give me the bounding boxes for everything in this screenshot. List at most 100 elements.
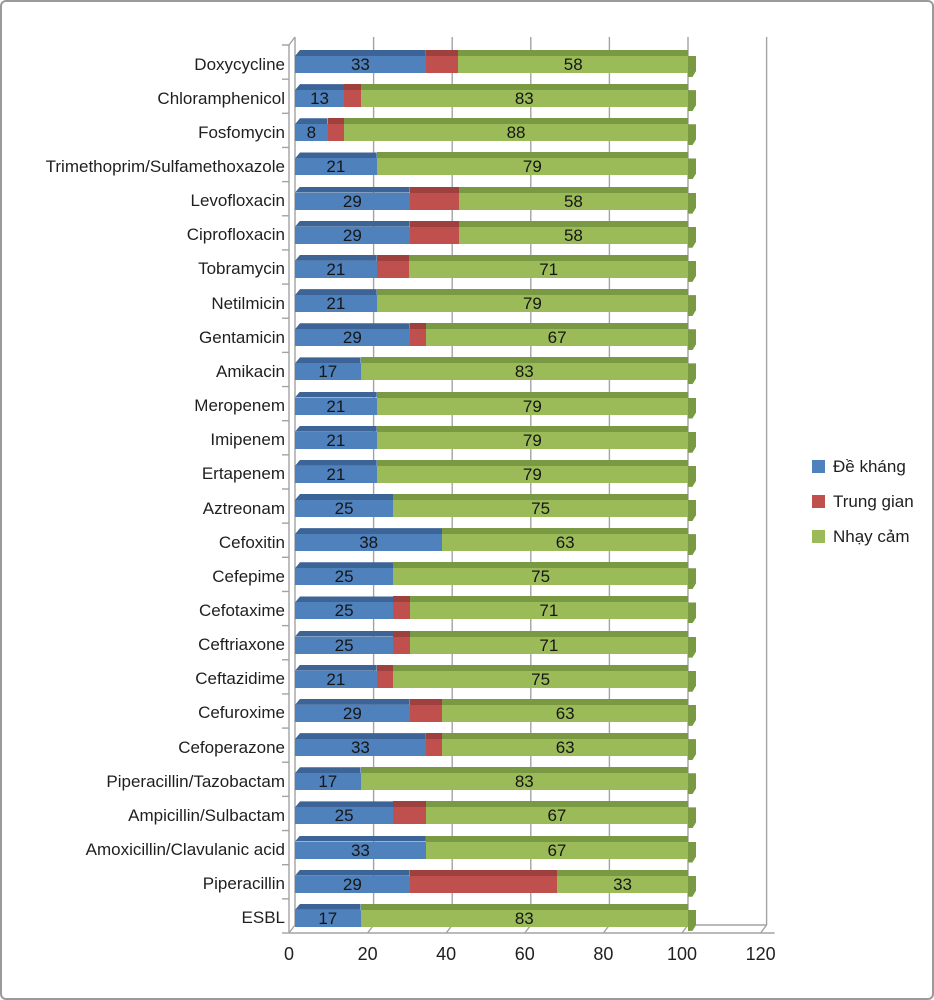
data-label: 17 bbox=[318, 908, 338, 928]
bar-segment-de-khang: 33 bbox=[295, 50, 426, 73]
data-label: 25 bbox=[334, 499, 354, 518]
bar-front-face bbox=[409, 602, 688, 620]
bar-top-face bbox=[295, 84, 345, 91]
bar-top-face bbox=[458, 186, 688, 193]
category-label: Tobramycin bbox=[198, 259, 285, 279]
legend-item-trung-gian: Trung gian bbox=[812, 484, 914, 519]
data-label: 63 bbox=[555, 533, 575, 553]
x-tick-label: 40 bbox=[436, 944, 457, 964]
data-label: 21 bbox=[326, 396, 346, 416]
data-label: 67 bbox=[547, 840, 567, 860]
bar-front-face bbox=[295, 397, 377, 415]
bar-segment-de-khang: 25 bbox=[295, 562, 394, 586]
data-label: 17 bbox=[318, 362, 338, 382]
category-label: Cefepime bbox=[212, 566, 285, 586]
bar-segment-de-khang: 33 bbox=[295, 835, 426, 859]
bar-top-face bbox=[295, 220, 410, 227]
bar-front-face bbox=[295, 124, 328, 142]
bar-front-face bbox=[376, 295, 688, 313]
bar-segment-trung-gian bbox=[344, 84, 361, 108]
bar-segment-nhay-cam: 79 bbox=[376, 152, 688, 176]
bar-top-face bbox=[376, 391, 688, 398]
bar-segment-nhay-cam: 79 bbox=[376, 459, 688, 484]
data-label: 67 bbox=[547, 328, 567, 348]
data-label: 79 bbox=[522, 464, 542, 484]
x-tick-label: 20 bbox=[357, 944, 378, 964]
bar-segment-trung-gian bbox=[425, 733, 443, 757]
data-label: 29 bbox=[342, 703, 362, 723]
bar-front-face bbox=[295, 875, 410, 893]
bar-end-cap bbox=[688, 465, 696, 487]
bar-segment-trung-gian bbox=[393, 630, 410, 654]
category-label: Amikacin bbox=[216, 361, 285, 381]
bar-segment-de-khang: 25 bbox=[295, 801, 394, 825]
data-label: 63 bbox=[555, 703, 575, 723]
bar-top-face bbox=[425, 50, 459, 56]
bar-front-face bbox=[295, 534, 443, 552]
bar-end-cap bbox=[688, 363, 696, 385]
x-tick-label: 80 bbox=[593, 944, 614, 964]
bar-end-cap bbox=[688, 602, 696, 624]
bar-front-face bbox=[295, 636, 394, 654]
data-label: 79 bbox=[522, 294, 542, 314]
bar-front-face bbox=[344, 90, 361, 108]
legend-label: Đề kháng bbox=[833, 456, 906, 476]
bar-end-cap bbox=[688, 807, 696, 829]
bar-top-face bbox=[409, 254, 688, 261]
category-label: Chloramphenicol bbox=[157, 88, 285, 108]
bar-end-cap bbox=[688, 124, 696, 146]
data-label: 71 bbox=[539, 259, 559, 279]
bar-segment-nhay-cam: 83 bbox=[360, 767, 688, 791]
bar-segment-de-khang: 21 bbox=[295, 254, 377, 278]
bar-front-face bbox=[376, 431, 688, 449]
bar-segment-trung-gian bbox=[376, 254, 410, 278]
bar-segment-nhay-cam: 67 bbox=[425, 801, 688, 825]
bar-segment-de-khang: 29 bbox=[295, 220, 410, 244]
bar-segment-de-khang: 29 bbox=[295, 186, 410, 211]
bar-top-face bbox=[295, 459, 377, 466]
bar-top-face bbox=[458, 50, 688, 56]
bar-front-face bbox=[295, 56, 426, 73]
bar-top-face bbox=[393, 494, 688, 500]
bar-segment-trung-gian bbox=[327, 118, 345, 142]
category-label: Ceftazidime bbox=[195, 669, 285, 689]
bar-top-face bbox=[409, 220, 459, 227]
bar-front-face bbox=[426, 329, 688, 347]
bar-front-face bbox=[442, 534, 688, 552]
bar-top-face bbox=[360, 357, 688, 364]
data-label: 33 bbox=[613, 874, 633, 894]
bar-top-face bbox=[295, 152, 377, 159]
data-label: 29 bbox=[342, 328, 362, 348]
bar-segment-trung-gian bbox=[393, 596, 410, 620]
x-tick-label: 100 bbox=[666, 944, 698, 964]
bar-top-face bbox=[295, 630, 394, 637]
bar-front-face bbox=[295, 192, 410, 210]
data-label: 33 bbox=[350, 738, 370, 758]
bar-segment-nhay-cam: 58 bbox=[458, 50, 688, 73]
bar-top-face bbox=[295, 903, 361, 910]
bar-front-face bbox=[409, 260, 688, 278]
category-label: Cefoxitin bbox=[218, 532, 285, 552]
bar-front-face bbox=[376, 465, 688, 483]
bar-top-face bbox=[295, 528, 443, 535]
legend-marker-de-khang-icon bbox=[812, 460, 825, 473]
bar-segment-nhay-cam: 75 bbox=[393, 562, 688, 586]
bar-segment-de-khang: 29 bbox=[295, 698, 410, 723]
bar-segment-de-khang: 17 bbox=[295, 767, 361, 791]
data-label: 88 bbox=[506, 123, 526, 143]
data-label: 63 bbox=[555, 738, 575, 758]
bar-front-face bbox=[376, 670, 394, 688]
bar-segment-de-khang: 17 bbox=[295, 903, 361, 928]
bar-top-face bbox=[295, 391, 377, 398]
data-label: 29 bbox=[342, 191, 362, 211]
legend-item-nhay-cam: Nhạy cảm bbox=[812, 519, 914, 554]
category-label: Cefotaxime bbox=[199, 600, 285, 620]
bar-top-face bbox=[409, 698, 443, 705]
wall-top-slant bbox=[288, 36, 296, 46]
bar-top-face bbox=[409, 186, 459, 193]
data-label: 83 bbox=[514, 89, 534, 109]
category-label: Fosfomycin bbox=[198, 122, 285, 142]
bar-end-cap bbox=[688, 773, 696, 795]
bar-segment-nhay-cam: 75 bbox=[393, 494, 688, 517]
bar-top-face bbox=[295, 801, 394, 808]
